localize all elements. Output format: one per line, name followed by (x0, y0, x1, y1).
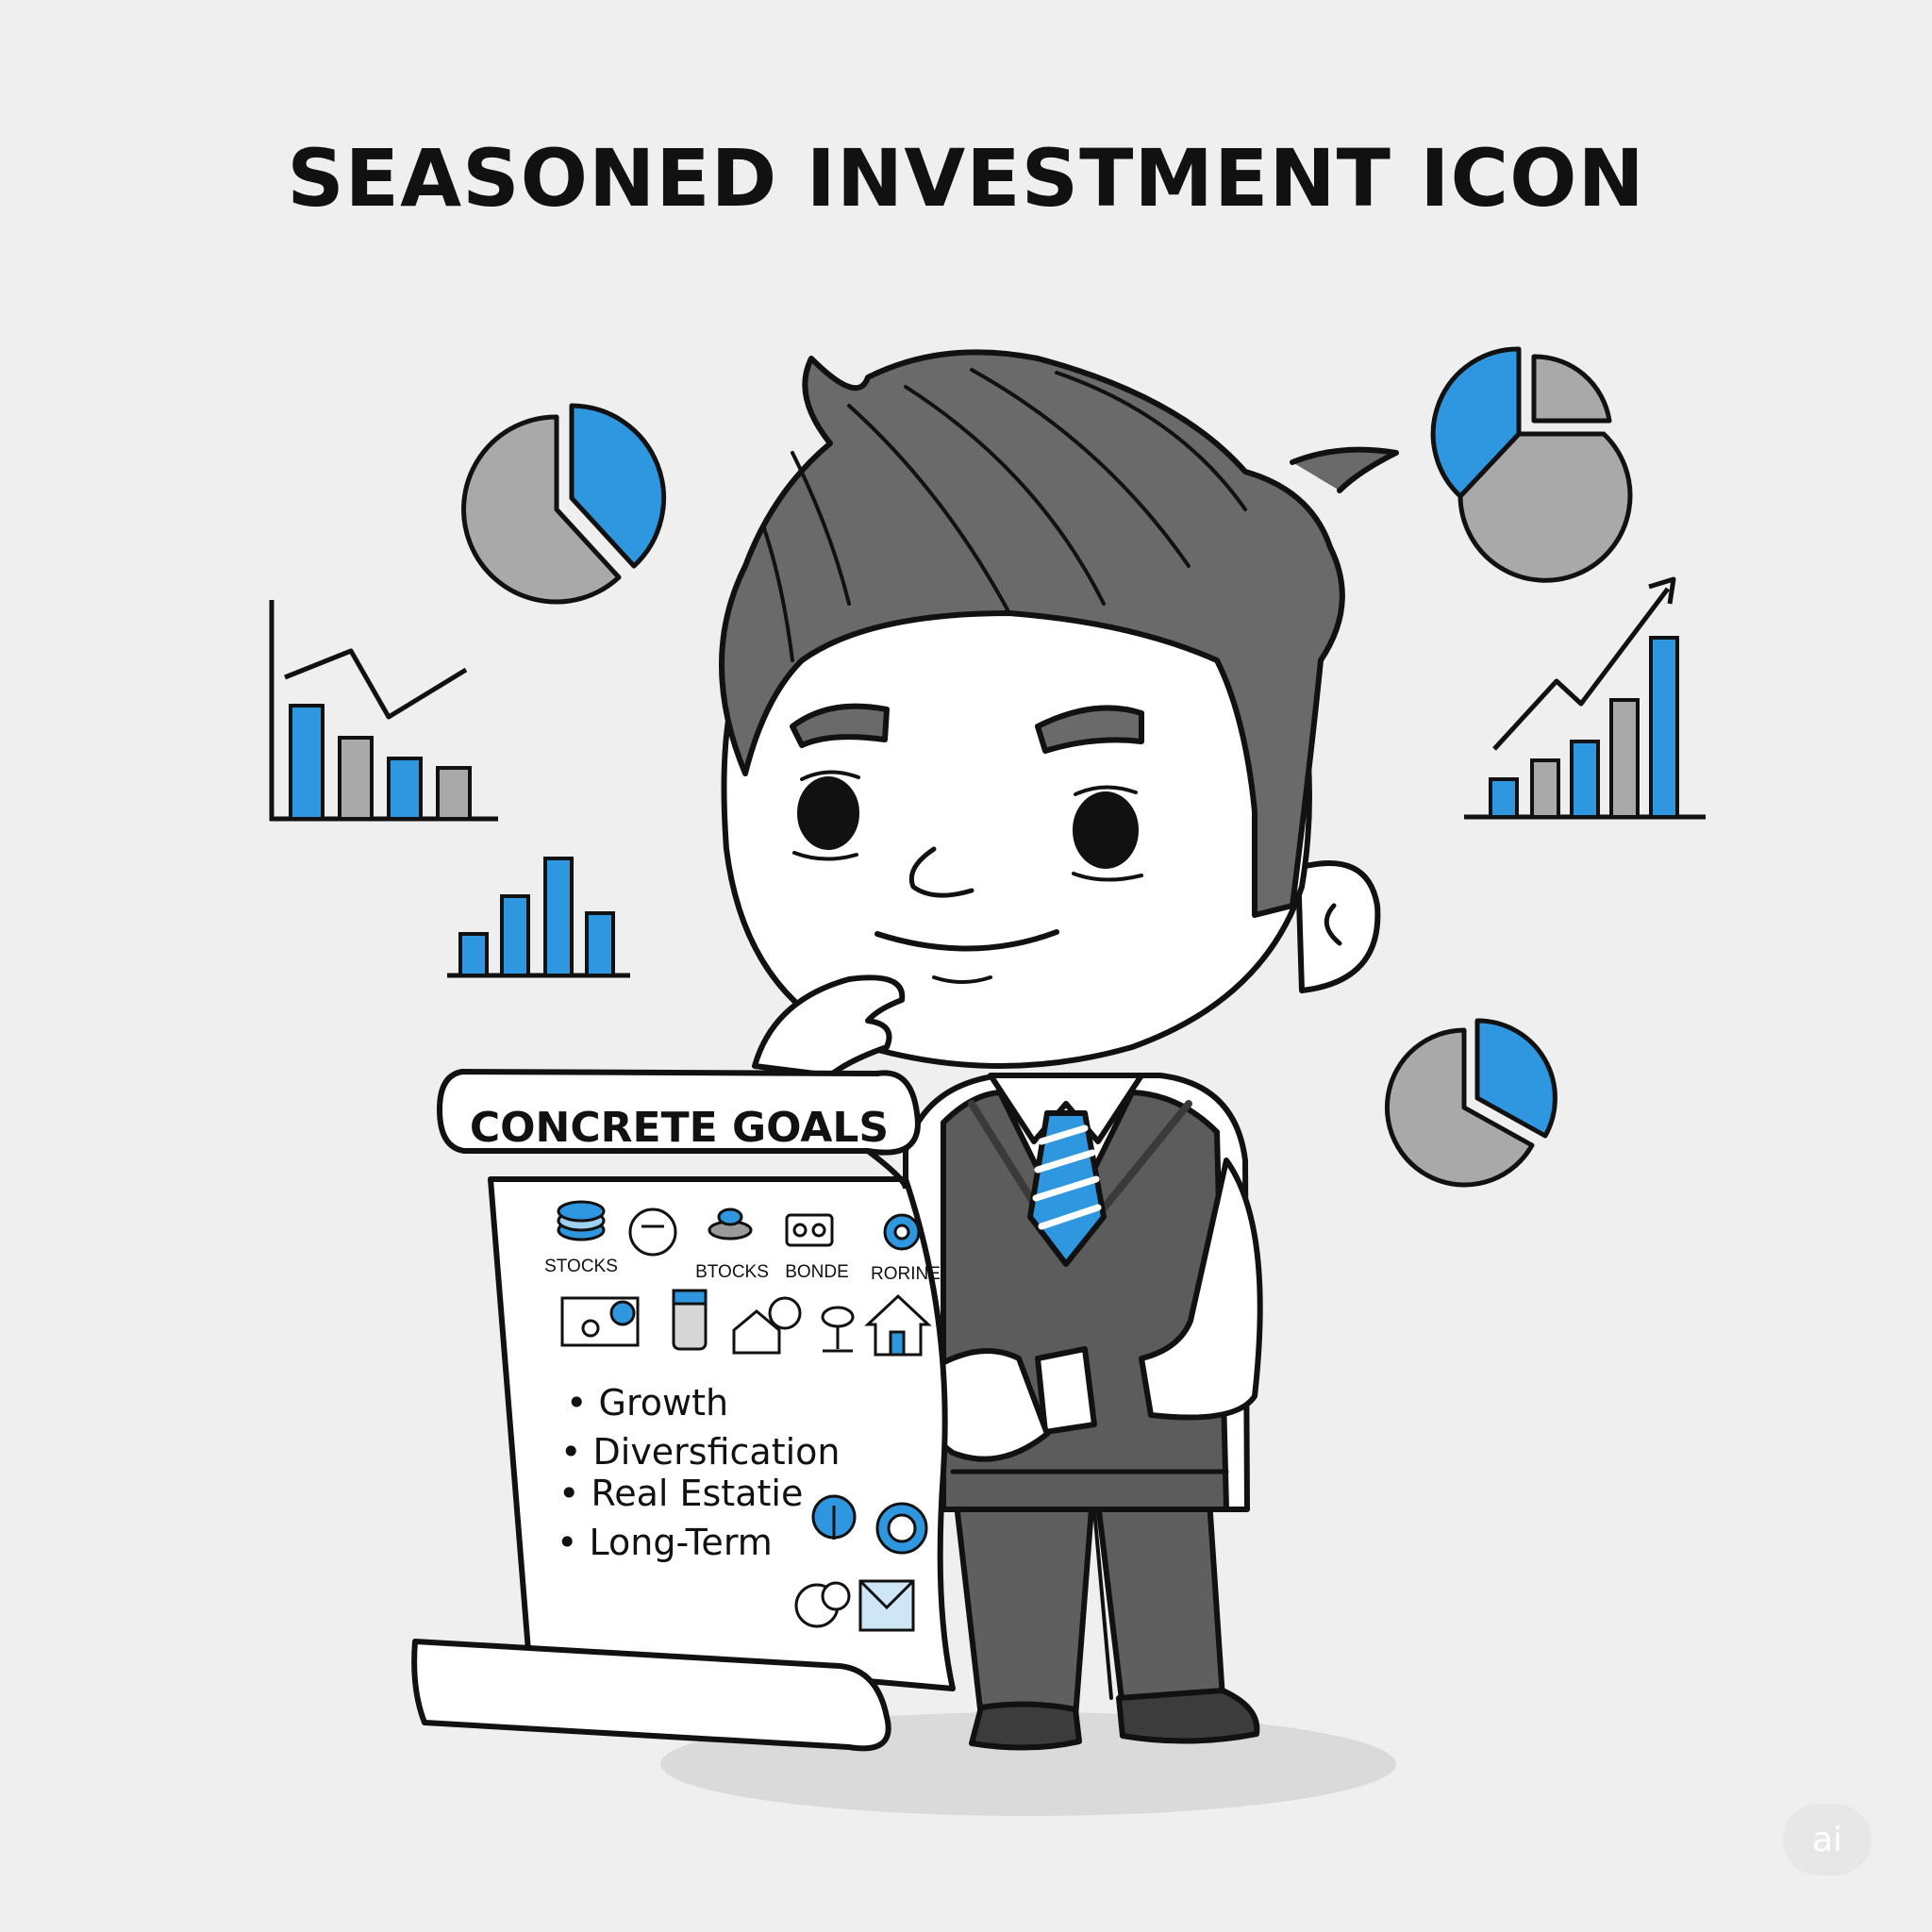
eyebrow (790, 703, 890, 748)
clock-icon (628, 1208, 677, 1257)
eye (1073, 791, 1139, 869)
icon-label-btocks: BTOCKS (695, 1262, 769, 1282)
scroll-bottom-roll (411, 1639, 891, 1752)
shoe (1116, 1688, 1260, 1744)
hair (719, 349, 1345, 918)
growth-chart-icon (1464, 576, 1706, 820)
investor-character (719, 349, 1399, 1751)
safe-icon (560, 1296, 640, 1347)
scroll-heading: CONCRETE GOALS (470, 1104, 889, 1152)
bullet-label: Long-Term (590, 1522, 773, 1563)
ai-badge: ai (1783, 1804, 1872, 1875)
bullet-real-estate: • Real Estatie (558, 1473, 803, 1514)
bullet-label: Real Estatie (591, 1473, 804, 1514)
icon-label-bonde: BONDE (785, 1262, 849, 1282)
eyebrow (1035, 705, 1144, 754)
ear (1295, 860, 1381, 993)
jar-icon (672, 1289, 708, 1351)
tree-icon (821, 1306, 855, 1353)
hand (752, 974, 906, 1078)
bar-chart-icon (269, 600, 498, 822)
icon-label-stocks: STOCKS (544, 1257, 618, 1276)
home-icon (864, 1293, 932, 1357)
bullet-diversification: • Diversfication (560, 1431, 841, 1473)
mouth (874, 929, 1059, 952)
house-icon (732, 1296, 802, 1355)
pie-chart-icon (461, 403, 667, 605)
bullet-label: Growth (599, 1382, 729, 1424)
cuff (1035, 1346, 1097, 1435)
pie-chart-icon (1430, 346, 1633, 583)
icon-label-rorine: RORINE (871, 1264, 941, 1284)
briefcase-icon (785, 1213, 834, 1247)
envelope-icon (858, 1579, 915, 1632)
coin-stack-icon (557, 1200, 606, 1241)
plant-icon (811, 1494, 857, 1540)
pie-chart-icon (1384, 1018, 1557, 1188)
eye (797, 776, 859, 850)
coin-stack-icon (708, 1208, 753, 1241)
bullet-label: Diversfication (593, 1431, 841, 1473)
bullet-long-term: • Long-Term (557, 1522, 773, 1563)
gear-icon (883, 1213, 921, 1251)
bar-chart-icon (447, 857, 630, 978)
coin-icon (794, 1581, 851, 1628)
bullet-growth: • Growth (566, 1382, 728, 1424)
refresh-icon (875, 1502, 928, 1555)
page-title: SEASONED INVESTMENT ICON (287, 132, 1645, 225)
nose (908, 846, 974, 898)
arm (1139, 1158, 1263, 1421)
shoe (969, 1701, 1082, 1751)
